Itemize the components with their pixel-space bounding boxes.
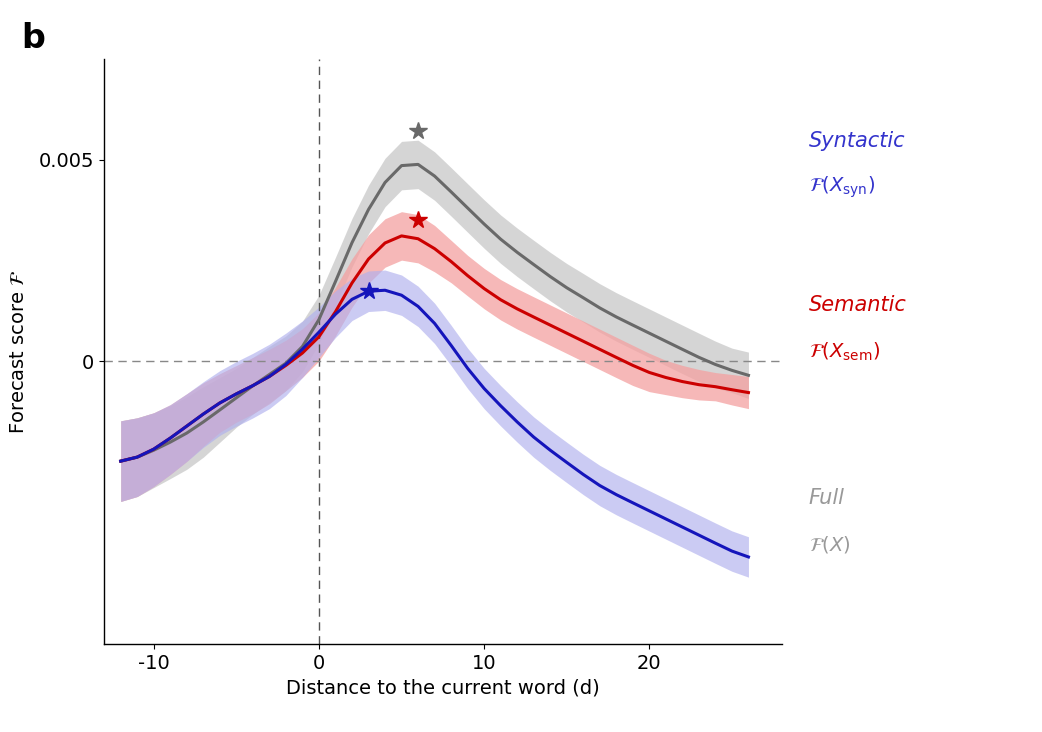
Text: $\mathcal{F}(X_{\mathrm{syn}})$: $\mathcal{F}(X_{\mathrm{syn}})$ [809, 175, 874, 200]
X-axis label: Distance to the current word (d): Distance to the current word (d) [286, 679, 600, 698]
Text: Semantic: Semantic [809, 294, 907, 315]
Text: $\mathcal{F}(X)$: $\mathcal{F}(X)$ [809, 534, 850, 555]
Text: Full: Full [809, 488, 844, 508]
Text: $\mathcal{F}(X_{\mathrm{sem}})$: $\mathcal{F}(X_{\mathrm{sem}})$ [809, 340, 879, 362]
Y-axis label: Forecast score $\mathcal{F}$: Forecast score $\mathcal{F}$ [9, 269, 28, 434]
Text: b: b [21, 22, 45, 55]
Text: Syntactic: Syntactic [809, 130, 905, 151]
